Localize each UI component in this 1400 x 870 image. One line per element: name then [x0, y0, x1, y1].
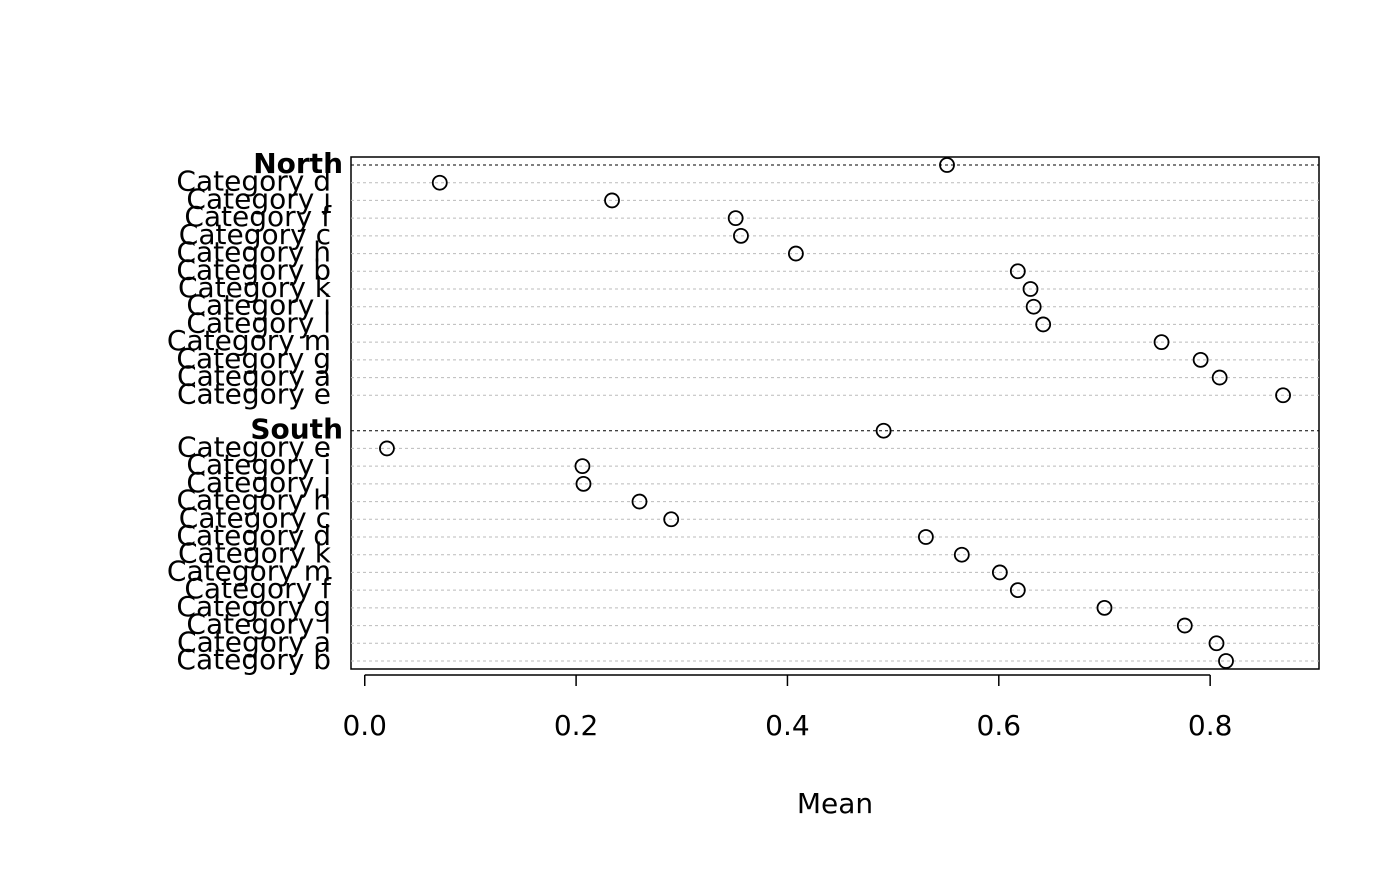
category-label: Category k [178, 271, 332, 304]
dot [379, 440, 395, 457]
group-dot [939, 157, 955, 173]
dot [1208, 635, 1225, 652]
category-label: Category c [179, 218, 331, 251]
category-label: Category f [184, 200, 332, 233]
dot [663, 511, 680, 528]
category-label: Category a [177, 625, 331, 658]
dot [1153, 334, 1170, 351]
dot [575, 475, 592, 492]
x-tick-label: 0.0 [342, 709, 387, 742]
dot [1096, 599, 1113, 616]
group-dot [875, 422, 892, 439]
plot-frame [350, 156, 1320, 670]
x-tick-label: 0.8 [1188, 709, 1233, 742]
category-label: Category h [176, 236, 331, 269]
category-label: Category a [177, 360, 331, 393]
dot [1218, 653, 1234, 669]
category-label: Category d [176, 519, 331, 552]
category-label: Category i [186, 289, 331, 322]
category-label: Category g [176, 590, 331, 623]
category-label: Category l [186, 608, 331, 641]
dot [917, 529, 934, 545]
category-label: Category g [176, 342, 331, 375]
category-label: Category l [186, 306, 331, 339]
dot [574, 458, 591, 475]
dot [1192, 351, 1209, 368]
dot [431, 174, 448, 191]
dot [727, 210, 744, 227]
dot [1009, 582, 1026, 599]
group-label: North [253, 147, 343, 180]
category-label: Category h [176, 484, 331, 517]
dot [1022, 281, 1039, 297]
category-label: Category m [167, 324, 331, 357]
group-label: South [250, 413, 343, 446]
dot [1275, 387, 1291, 404]
dot [1025, 298, 1042, 315]
category-label: Category b [176, 643, 331, 676]
category-label: Category d [176, 165, 331, 198]
dot [991, 564, 1008, 581]
category-label: Category b [176, 253, 331, 286]
category-label: Category i [186, 448, 331, 481]
category-label: Category e [177, 377, 331, 410]
x-tick-label: 0.6 [977, 709, 1022, 742]
dot [953, 546, 970, 563]
dot [1176, 617, 1193, 634]
category-label: Category k [178, 537, 332, 570]
dot [733, 227, 749, 244]
dot [1211, 369, 1228, 386]
x-tick-label: 0.2 [554, 709, 599, 742]
dot [1009, 263, 1026, 280]
dot [631, 493, 648, 510]
category-label: Category j [186, 466, 331, 499]
dot [604, 192, 620, 209]
category-label: Category m [167, 554, 331, 587]
dot [1035, 316, 1052, 333]
dot [787, 245, 804, 262]
x-tick-label: 0.4 [765, 709, 810, 742]
x-axis-label: Mean [797, 787, 873, 820]
category-label: Category e [177, 430, 331, 463]
category-label: Category j [186, 182, 331, 215]
category-label: Category f [184, 572, 332, 605]
category-label: Category c [179, 501, 331, 534]
